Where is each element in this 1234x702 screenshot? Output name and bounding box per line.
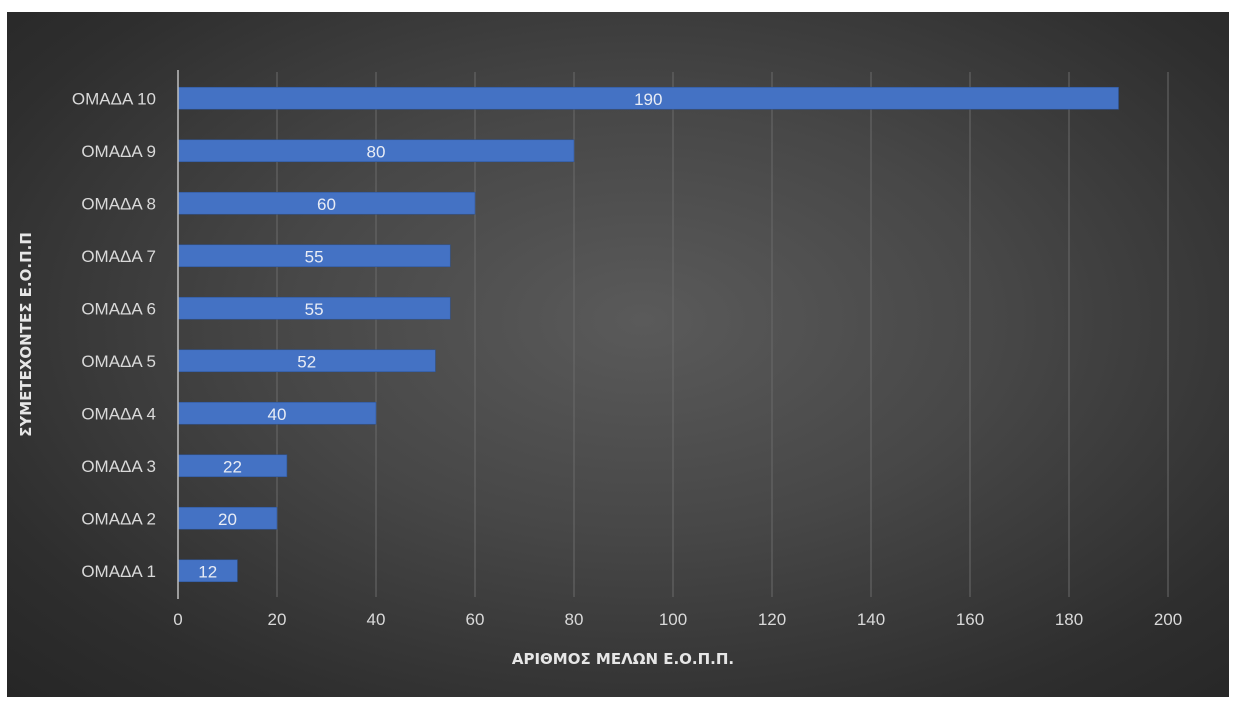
- y-tick-label: ΟΜΑΔΑ 6: [81, 299, 156, 318]
- x-tick-label: 60: [466, 610, 485, 629]
- data-label: 20: [218, 510, 237, 529]
- y-tick-label: ΟΜΑΔΑ 7: [81, 247, 156, 266]
- x-tick-label: 180: [1055, 610, 1083, 629]
- bars: [177, 86, 1119, 583]
- y-tick-label: ΟΜΑΔΑ 3: [81, 457, 156, 476]
- data-labels: 12 20 22 40 52 55 55 60 80 190: [198, 90, 662, 582]
- data-label: 55: [305, 247, 324, 266]
- x-tick-label: 0: [173, 610, 182, 629]
- data-label: 80: [367, 142, 386, 161]
- x-tick-label: 160: [956, 610, 984, 629]
- data-label: 52: [297, 352, 316, 371]
- y-tick-label: ΟΜΑΔΑ 2: [81, 509, 156, 528]
- data-label: 40: [268, 405, 287, 424]
- data-label: 60: [317, 195, 336, 214]
- x-tick-label: 100: [659, 610, 687, 629]
- x-tick-label: 40: [367, 610, 386, 629]
- x-tick-label: 120: [758, 610, 786, 629]
- y-axis-title: ΣΥΜΕΤΕΧΟΝΤΕΣ Ε.Ο.Π.Π: [17, 232, 35, 437]
- x-tick-label: 140: [857, 610, 885, 629]
- y-tick-label: ΟΜΑΔΑ 1: [81, 562, 156, 581]
- chart-area: 12 20 22 40 52 55 55 60 80 190 ΟΜΑΔΑ 1 ΟΜΑΔΑ 2 ΟΜΑΔ…: [7, 12, 1229, 697]
- y-tick-label: ΟΜΑΔΑ 8: [81, 194, 156, 213]
- y-tick-label: ΟΜΑΔΑ 5: [81, 352, 156, 371]
- x-tick-label: 20: [268, 610, 287, 629]
- y-tick-labels: ΟΜΑΔΑ 1 ΟΜΑΔΑ 2 ΟΜΑΔΑ 3 ΟΜΑΔΑ 4 ΟΜΑΔΑ 5 ΟΜΑΔΑ…: [72, 89, 156, 581]
- x-tick-label: 80: [565, 610, 584, 629]
- y-tick-label: ΟΜΑΔΑ 9: [81, 142, 156, 161]
- data-label: 55: [305, 300, 324, 319]
- y-tick-label: ΟΜΑΔΑ 10: [72, 89, 156, 108]
- data-label: 22: [223, 457, 242, 476]
- data-label: 12: [198, 562, 217, 581]
- x-axis-title: ΑΡΙΘΜΟΣ ΜΕΛΩΝ Ε.Ο.Π.Π.: [512, 650, 734, 668]
- x-tick-labels: 0 20 40 60 80 100 120 140 160 180 200: [173, 610, 1182, 629]
- data-label: 190: [634, 90, 662, 109]
- y-tick-label: ΟΜΑΔΑ 4: [81, 404, 156, 423]
- x-tick-label: 200: [1154, 610, 1182, 629]
